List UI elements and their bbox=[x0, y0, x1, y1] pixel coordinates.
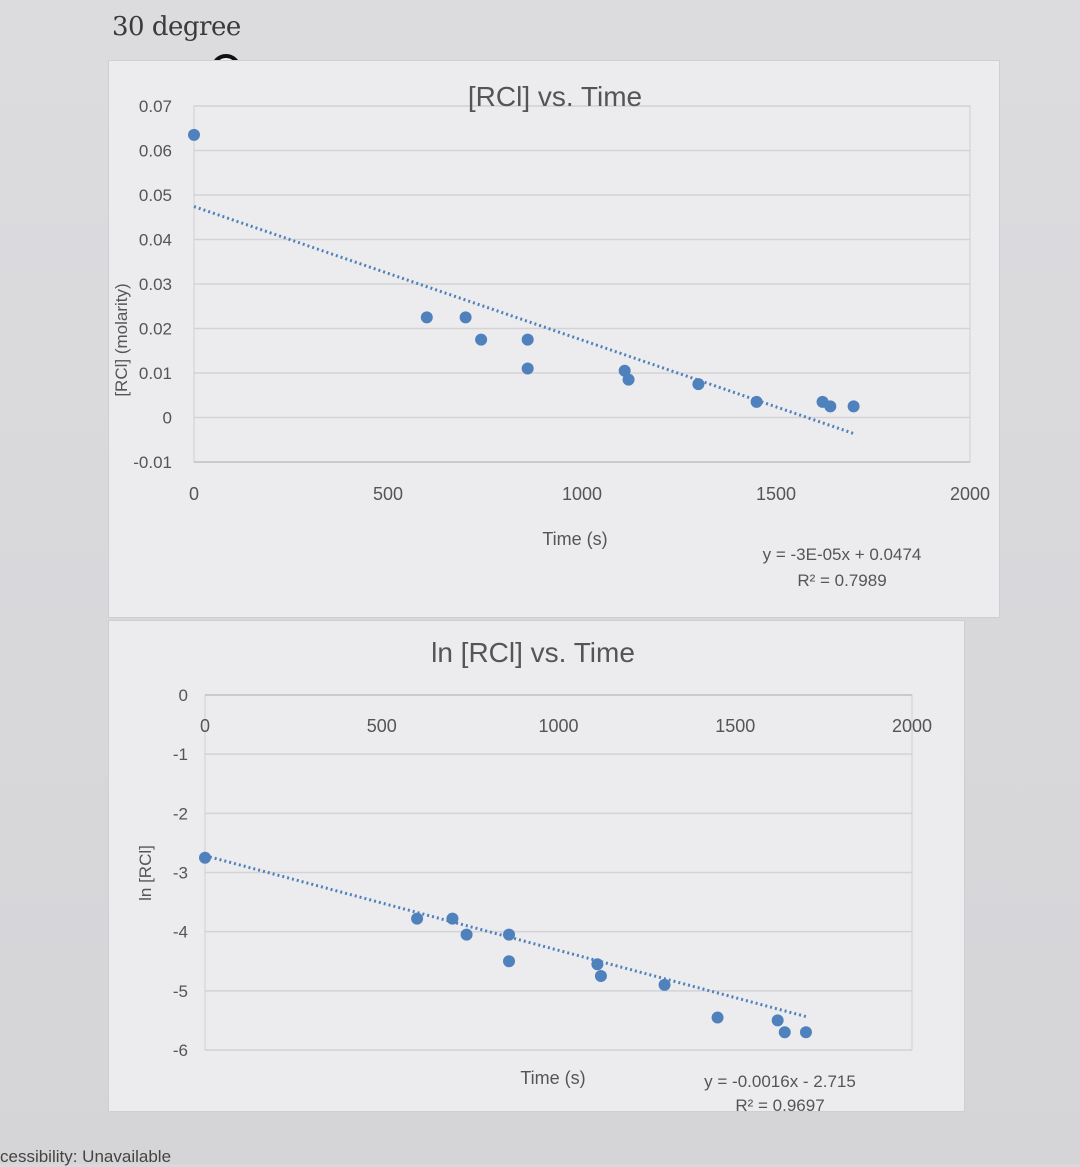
data-point bbox=[658, 978, 671, 991]
data-point bbox=[778, 1026, 791, 1039]
r-squared-label: R² = 0.7989 bbox=[797, 571, 886, 590]
trendline-equation: y = -3E-05x + 0.0474 bbox=[763, 545, 922, 564]
chart-title: ln [RCl] vs. Time bbox=[431, 637, 635, 668]
data-point bbox=[420, 311, 433, 324]
data-point bbox=[475, 333, 488, 346]
chart-ln-rcl-vs-time-card bbox=[108, 620, 965, 1112]
data-point bbox=[503, 955, 516, 968]
data-point bbox=[411, 912, 424, 925]
y-tick-label: 0.03 bbox=[139, 275, 172, 294]
data-point bbox=[459, 311, 472, 324]
data-point bbox=[521, 362, 534, 375]
data-point bbox=[711, 1011, 724, 1024]
data-point bbox=[622, 373, 635, 386]
page-heading: 30 degree bbox=[112, 12, 241, 42]
y-tick-label: -0.01 bbox=[133, 453, 172, 472]
x-tick-label: 2000 bbox=[892, 716, 932, 736]
x-axis-label: Time (s) bbox=[542, 529, 607, 549]
x-tick-label: 1000 bbox=[538, 716, 578, 736]
data-point bbox=[591, 958, 604, 971]
y-tick-label: 0.07 bbox=[139, 97, 172, 116]
y-tick-label: -5 bbox=[173, 982, 188, 1001]
y-tick-label: 0 bbox=[179, 686, 188, 705]
y-axis-label: [RCl] (molarity) bbox=[112, 283, 131, 396]
x-tick-label: 2000 bbox=[950, 484, 990, 504]
y-tick-label: -2 bbox=[173, 804, 188, 823]
data-point bbox=[799, 1026, 812, 1039]
data-point bbox=[446, 912, 459, 925]
y-tick-label: 0.05 bbox=[139, 186, 172, 205]
data-point bbox=[824, 400, 837, 413]
data-point bbox=[847, 400, 860, 413]
x-axis-label: Time (s) bbox=[520, 1068, 585, 1088]
x-tick-label: 1500 bbox=[756, 484, 796, 504]
r-squared-label: R² = 0.9697 bbox=[735, 1096, 824, 1115]
chart-rcl-vs-time-card bbox=[108, 60, 1000, 618]
x-tick-label: 0 bbox=[200, 716, 210, 736]
y-axis-label: ln [RCl] bbox=[136, 845, 155, 901]
data-point bbox=[750, 395, 763, 408]
trendline-equation: y = -0.0016x - 2.715 bbox=[704, 1072, 856, 1091]
y-tick-label: -4 bbox=[173, 923, 188, 942]
data-point bbox=[460, 928, 473, 941]
x-tick-label: 1000 bbox=[562, 484, 602, 504]
accessibility-status: cessibility: Unavailable bbox=[0, 1147, 172, 1166]
y-tick-label: -1 bbox=[173, 745, 188, 764]
y-tick-label: 0.01 bbox=[139, 364, 172, 383]
data-point bbox=[594, 970, 607, 983]
data-point bbox=[771, 1014, 784, 1027]
y-tick-label: -6 bbox=[173, 1041, 188, 1060]
data-point bbox=[521, 333, 534, 346]
data-point bbox=[692, 378, 705, 391]
data-point bbox=[503, 928, 516, 941]
y-tick-label: 0 bbox=[163, 409, 172, 428]
x-tick-label: 1500 bbox=[715, 716, 755, 736]
y-tick-label: 0.02 bbox=[139, 320, 172, 339]
x-tick-label: 0 bbox=[189, 484, 199, 504]
x-tick-label: 500 bbox=[367, 716, 397, 736]
x-tick-label: 500 bbox=[373, 484, 403, 504]
y-tick-label: -3 bbox=[173, 864, 188, 883]
y-tick-label: 0.04 bbox=[139, 231, 172, 250]
data-point bbox=[199, 851, 211, 864]
y-tick-label: 0.06 bbox=[139, 142, 172, 161]
data-point bbox=[188, 128, 200, 141]
chart-title: [RCl] vs. Time bbox=[468, 81, 642, 112]
trendline bbox=[193, 205, 855, 435]
